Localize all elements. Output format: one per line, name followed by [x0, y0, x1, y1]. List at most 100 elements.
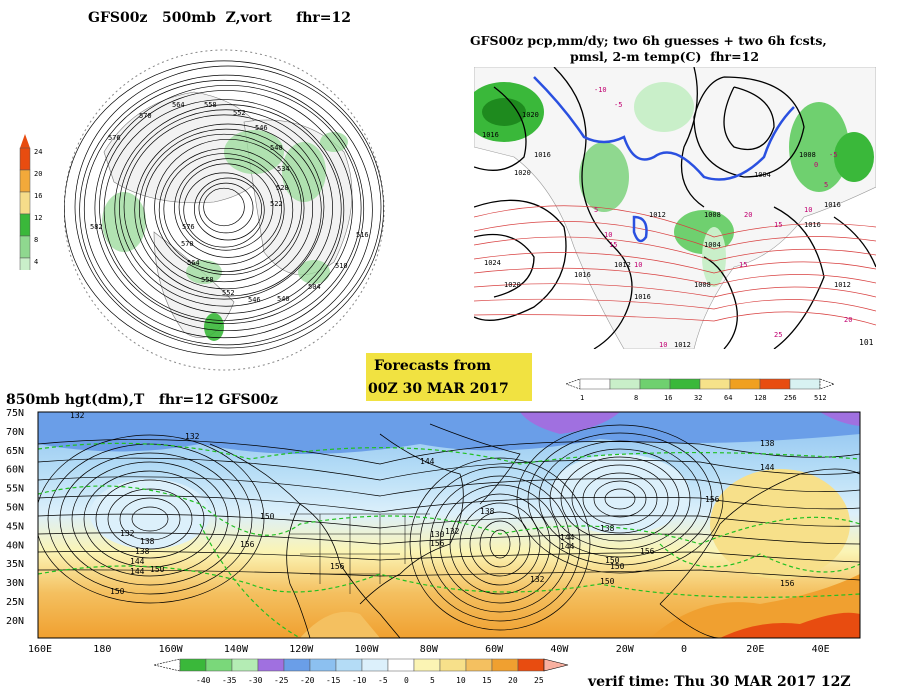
height-contour: [131, 506, 169, 532]
latitude-tick: 55N: [6, 484, 24, 495]
temp-label: 25: [774, 331, 782, 339]
temp-colorbar-swatch: [257, 658, 285, 672]
forecast-box: Forecasts from 00Z 30 MAR 2017: [366, 353, 532, 401]
height-contour: [38, 476, 860, 497]
temp-label: -10: [594, 86, 607, 94]
height-contour-label: 540: [270, 144, 283, 152]
longitude-tick: 180: [93, 644, 111, 655]
isobar-label: 1008: [694, 281, 711, 289]
precip-colorbar-label: 512: [814, 394, 827, 402]
precip-colorbar-label: 128: [754, 394, 767, 402]
height-contour-label: 576: [182, 223, 195, 231]
temp-colorbar-swatch: [231, 658, 259, 672]
height-label: 150: [260, 512, 275, 521]
precip-colorbar: 1 8 16 32 64 128 256 512: [566, 378, 835, 402]
temp-colorbar-label: -30: [248, 676, 263, 685]
height-label: 138: [760, 439, 775, 448]
longitude-tick: 0: [681, 644, 687, 655]
longitude-tick: 120W: [289, 644, 314, 655]
height-contour-label: 504: [308, 283, 321, 291]
isobar-label: 1020: [504, 281, 521, 289]
height-contour: [409, 457, 591, 631]
height-contour: [163, 153, 285, 265]
vort-colorbar-label: 4: [34, 258, 38, 266]
temperature-contour: [38, 565, 860, 598]
isobar-label: 1020: [522, 111, 539, 119]
precip-panel-title-line1: GFS00z pcp,mm/dy; two 6h guesses + two 6…: [470, 33, 827, 48]
precip-colorbar-swatch: [639, 378, 671, 390]
vort-colorbar-label: 12: [34, 214, 42, 222]
height-contour: [419, 466, 581, 622]
longitude-tick: 60W: [485, 644, 504, 655]
height-label: 156: [330, 562, 345, 571]
height-contour-label: 552: [222, 289, 235, 297]
isobar: [703, 256, 738, 349]
isobar: [773, 206, 825, 349]
height-contour: [38, 434, 265, 604]
longitude-tick: 40E: [812, 644, 830, 655]
vort-colorbar-swatch: [19, 191, 31, 215]
height-contour-label: 558: [201, 276, 214, 284]
isobar-label: 1012: [674, 341, 691, 349]
latitude-tick: 45N: [6, 521, 24, 532]
isobar-label: 1008: [704, 211, 721, 219]
temp-colorbar-label: -10: [352, 676, 367, 685]
precip-panel-title-line2: pmsl, 2-m temp(C) fhr=12: [570, 49, 760, 64]
height-contour: [59, 452, 241, 586]
temperature-contour: [659, 543, 860, 573]
height-contour: [560, 456, 680, 542]
temp-colorbar-swatch: [465, 658, 493, 672]
height-contour: [178, 163, 274, 251]
height-contour: [154, 138, 302, 276]
vort-colorbar-swatch: [19, 169, 31, 193]
height-label: 138: [135, 547, 150, 556]
vort-colorbar-swatch: [19, 147, 31, 171]
height-label: 156: [640, 547, 655, 556]
height-label: 132: [445, 527, 460, 536]
vort-colorbar: 24 20 16 12 8 4: [19, 134, 42, 270]
temp-colorbar-swatch: [309, 658, 337, 672]
temp-colorbar-swatch: [439, 658, 467, 672]
height-contour-label: 582: [90, 223, 103, 231]
temp-label: 20: [744, 211, 752, 219]
height-contour: [429, 475, 571, 613]
temp-colorbar-swatch: [413, 658, 441, 672]
isobar-label: 1024: [484, 259, 501, 267]
temp-label: 15: [774, 221, 782, 229]
height-contour: [103, 99, 345, 321]
height-contour: [143, 133, 305, 283]
precip-colorbar-swatch: [669, 378, 701, 390]
precip-colorbar-swatch: [759, 378, 791, 390]
longitude-tick: 20E: [746, 644, 764, 655]
isobar: [680, 67, 705, 208]
temp-colorbar-swatch: [491, 658, 519, 672]
temp-label: 10: [634, 261, 642, 269]
height-label: 150: [150, 565, 165, 574]
height-label: 144: [130, 557, 145, 566]
temp-colorbar-swatch: [283, 658, 311, 672]
isobar-label: 1004: [754, 171, 771, 179]
height-contour: [479, 520, 521, 568]
temp-colorbar-arrow-right: [543, 658, 569, 672]
height-contour: [79, 74, 373, 346]
longitude-tick: 40W: [550, 644, 569, 655]
height-contour: [593, 480, 647, 518]
temp-line: [474, 298, 876, 312]
isobar: [833, 216, 876, 268]
isobar-label: 1012: [614, 261, 631, 269]
height-label: 144: [760, 463, 775, 472]
forecast-box-line1: Forecasts from: [374, 358, 492, 374]
isobar: [474, 233, 535, 298]
vort-colorbar-label: 16: [34, 192, 42, 200]
height-label: 132: [530, 575, 545, 584]
temp-colorbar-arrow-left: [153, 658, 181, 672]
height-label: 150: [610, 562, 625, 571]
height-contour: [114, 104, 342, 314]
height-label: 150: [600, 577, 615, 586]
height-contour-label: 546: [248, 296, 261, 304]
verif-time: verif time: Thu 30 MAR 2017 12Z: [588, 674, 851, 690]
vort-colorbar-label: 20: [34, 170, 42, 178]
temp-line: [474, 220, 876, 250]
forecast-box-line2: 00Z 30 MAR 2017: [368, 381, 509, 397]
